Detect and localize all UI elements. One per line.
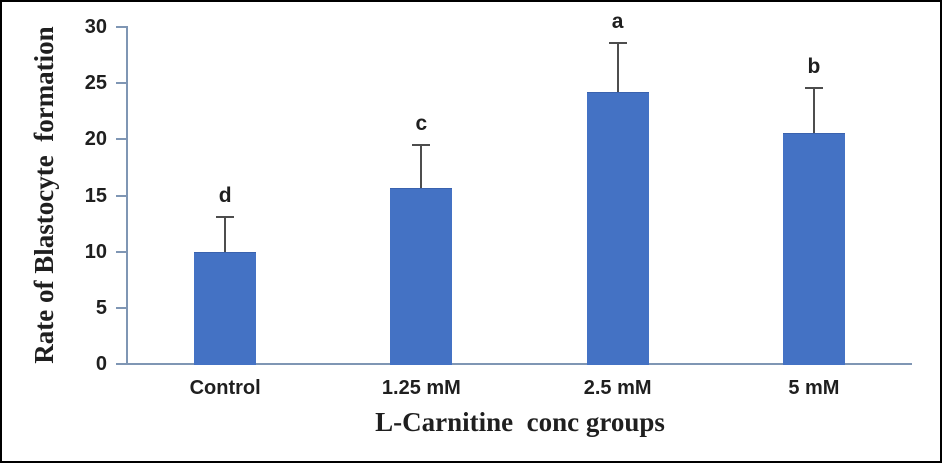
error-bar-cap-5-mm [804, 86, 823, 89]
y-axis-tick-label: 15 [84, 184, 107, 207]
significance-letter-2-5-mm: a [611, 9, 624, 33]
error-bar-line-control [224, 216, 227, 252]
y-axis-tick [116, 194, 127, 197]
y-axis-tick-label: 10 [84, 240, 107, 263]
x-axis-tick-label-2-5-mm: 2.5 mM [583, 377, 652, 399]
significance-letter-5-mm: b [807, 54, 821, 78]
y-axis-tick-label: 0 [95, 353, 107, 375]
bar-1-25-mm [390, 187, 453, 365]
y-axis-tick [116, 82, 127, 85]
y-axis-tick-label: 25 [84, 72, 107, 95]
y-axis-tick-label: 30 [84, 16, 107, 38]
x-axis-line [126, 363, 912, 365]
bar-2-5-mm [586, 92, 649, 365]
y-axis-tick [116, 306, 127, 309]
bar-5-mm [782, 132, 845, 365]
x-axis-tick-label-control: Control [189, 377, 261, 399]
significance-letter-1-25-mm: c [415, 111, 428, 135]
error-bar-cap-control [216, 215, 235, 218]
y-axis-tick [116, 363, 127, 365]
error-bar-line-5-mm [812, 87, 815, 133]
x-axis-tick-label-1-25-mm: 1.25 mM [381, 377, 461, 399]
y-axis-tick [116, 250, 127, 253]
y-axis-title: Rate of Blastocyte formation [29, 26, 59, 364]
bar-control [194, 251, 257, 365]
error-bar-line-2-5-mm [616, 42, 619, 93]
y-axis-tick-label: 5 [95, 296, 107, 319]
error-bar-cap-2-5-mm [608, 41, 627, 44]
y-axis-line [126, 26, 128, 365]
y-axis-tick [116, 138, 127, 141]
significance-letter-control: d [218, 183, 232, 207]
y-axis-tick-label: 20 [84, 128, 107, 151]
x-axis-tick-label-5-mm: 5 mM [788, 377, 840, 399]
x-axis-title: L-Carnitine conc groups [375, 407, 665, 437]
error-bar-cap-1-25-mm [412, 143, 431, 146]
y-axis-tick [116, 26, 127, 28]
error-bar-line-1-25-mm [420, 144, 423, 188]
